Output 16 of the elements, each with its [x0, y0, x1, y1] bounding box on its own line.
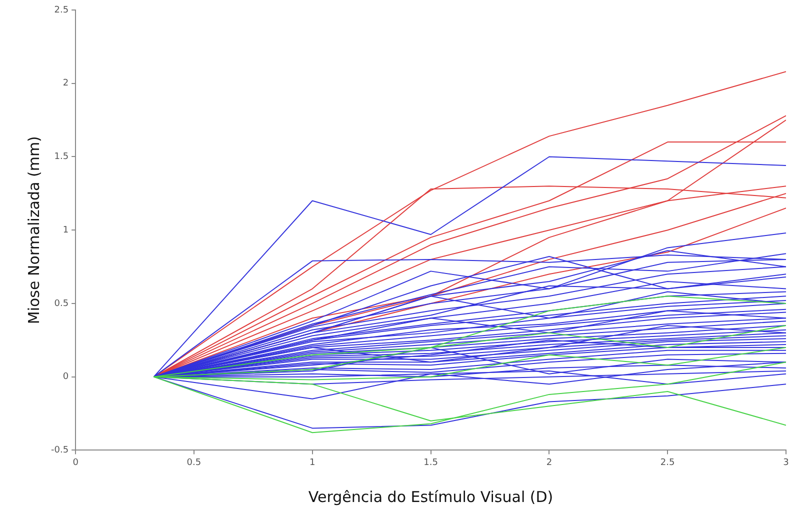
x-axis-title: Vergência do Estímulo Visual (D): [308, 488, 554, 506]
y-tick-label: 0.5: [54, 298, 69, 309]
x-tick-label: 3: [783, 458, 789, 468]
y-tick-label: 0: [62, 372, 69, 382]
y-tick-label: 1.5: [54, 152, 69, 162]
y-tick-label: 2.5: [54, 5, 69, 16]
x-tick-label: 2.5: [660, 458, 675, 468]
x-tick-label: 0.5: [186, 458, 202, 468]
x-tick-label: 1.5: [424, 458, 438, 468]
x-tick-label: 0: [72, 458, 79, 468]
x-tick-label: 1: [310, 458, 316, 468]
y-tick-label: 1: [62, 225, 69, 236]
y-axis-title: Miose Normalizada (mm): [24, 136, 43, 324]
y-tick-label: -0.5: [51, 446, 69, 456]
x-tick-label: 2: [546, 458, 552, 468]
y-tick-label: 2: [62, 78, 69, 89]
